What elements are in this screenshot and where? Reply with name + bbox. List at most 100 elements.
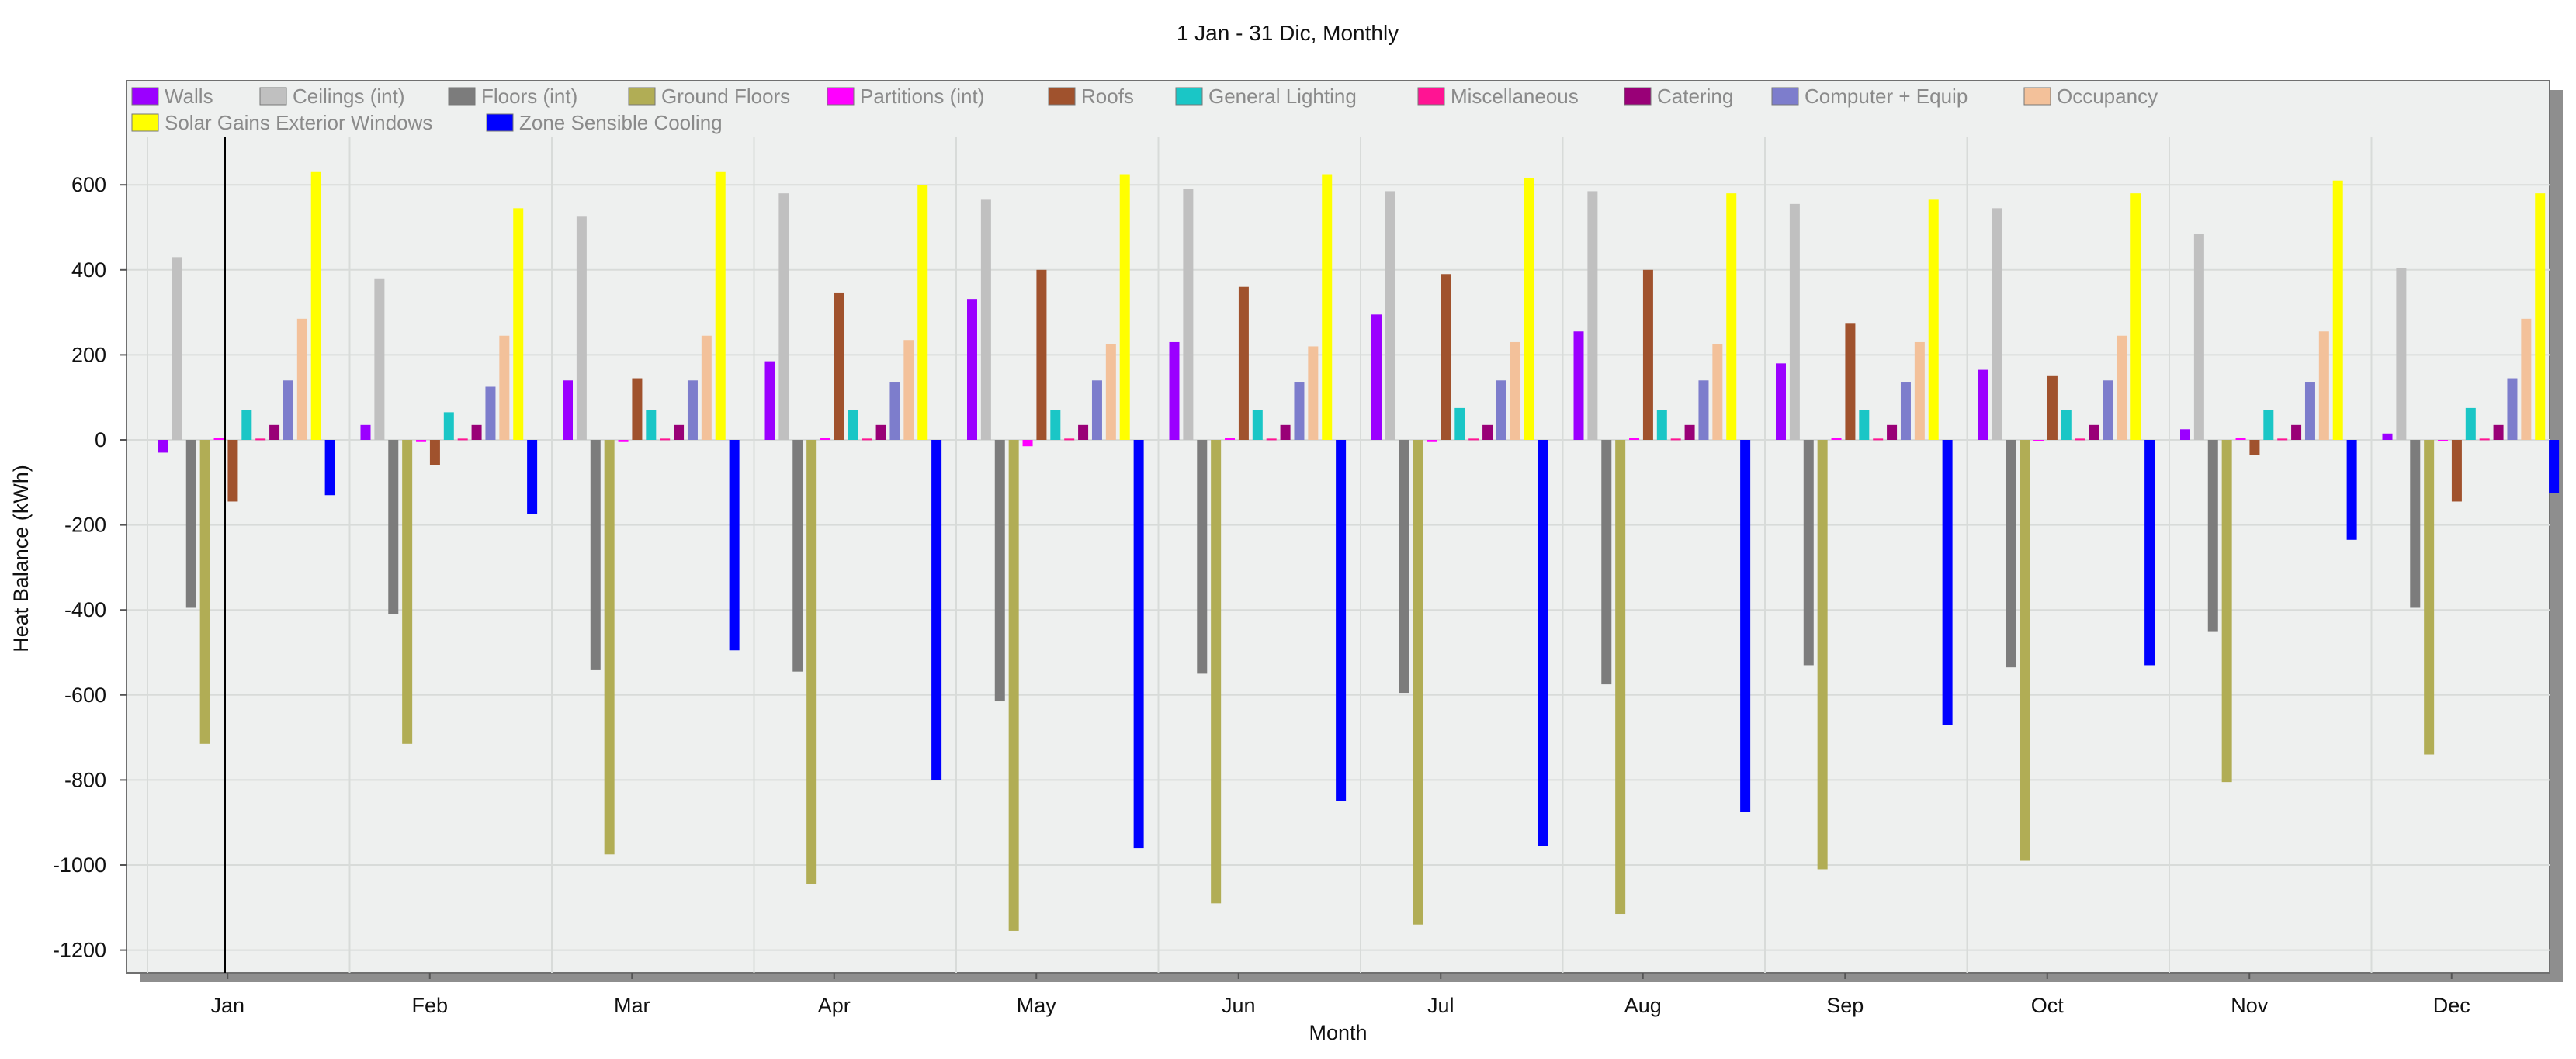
bar-floors-int-sep: [1803, 440, 1814, 666]
bar-miscellaneous-feb: [457, 438, 468, 441]
bar-roofs-aug: [1642, 269, 1653, 440]
bar-floors-int-dec: [2410, 440, 2421, 608]
bar-ceilings-int-aug: [1587, 191, 1598, 441]
bar-walls-nov: [2180, 429, 2190, 440]
bar-solar-gains-exterior-windows-oct: [2130, 193, 2141, 440]
bar-occupancy-jun: [1308, 346, 1319, 440]
bar-zone-sensible-cooling-sep: [1942, 440, 1953, 725]
bar-solar-gains-exterior-windows-jan: [310, 171, 321, 440]
bar-solar-gains-exterior-windows-nov: [2332, 180, 2343, 440]
bar-walls-sep: [1776, 363, 1786, 440]
bar-ceilings-int-oct: [1992, 208, 2002, 440]
bar-floors-int-oct: [2006, 440, 2016, 668]
legend-swatch: [131, 87, 159, 106]
legend-swatch: [259, 87, 287, 106]
bar-zone-sensible-cooling-oct: [2144, 440, 2155, 666]
bar-floors-int-jan: [185, 440, 196, 608]
legend-swatch: [131, 113, 159, 132]
bar-catering-apr: [875, 424, 886, 440]
bar-ground-floors-sep: [1817, 440, 1828, 870]
bar-computer-equip-apr: [889, 382, 900, 440]
bar-computer-equip-oct: [2103, 380, 2113, 440]
legend-swatch: [1175, 87, 1203, 106]
bar-floors-int-feb: [388, 440, 399, 614]
bar-ceilings-int-jan: [172, 257, 182, 440]
bar-walls-mar: [563, 380, 573, 440]
legend-swatch: [1624, 87, 1652, 106]
x-axis-label: Month: [1309, 1021, 1367, 1044]
bar-roofs-may: [1036, 269, 1047, 440]
bars-layer: [158, 171, 2560, 931]
bar-general-lighting-may: [1050, 410, 1061, 440]
bar-walls-may: [967, 299, 977, 440]
bar-solar-gains-exterior-windows-apr: [917, 185, 928, 440]
bar-occupancy-may: [1105, 344, 1116, 440]
bar-roofs-jan: [227, 440, 238, 502]
bar-catering-may: [1078, 424, 1089, 440]
bar-ceilings-int-apr: [778, 193, 789, 440]
bar-zone-sensible-cooling-jul: [1538, 440, 1548, 846]
bar-roofs-dec: [2451, 440, 2462, 502]
bar-catering-dec: [2493, 424, 2504, 440]
bar-miscellaneous-dec: [2479, 438, 2490, 441]
x-tick-label: Oct: [2031, 994, 2065, 1017]
bar-partitions-int-mar: [618, 440, 629, 442]
bar-ceilings-int-feb: [374, 278, 385, 440]
x-tick-label: Nov: [2231, 994, 2269, 1017]
x-tick-label: Jul: [1427, 994, 1454, 1017]
bar-ground-floors-jan: [199, 440, 210, 744]
bar-computer-equip-dec: [2507, 378, 2518, 440]
bar-zone-sensible-cooling-apr: [931, 440, 942, 780]
bar-solar-gains-exterior-windows-sep: [1928, 199, 1939, 440]
bar-catering-nov: [2291, 424, 2302, 440]
bar-ground-floors-mar: [604, 440, 615, 855]
axes: 600 400 200 0 -200 -400 -600 -800 -1000 -1200 Jan F…: [53, 173, 2470, 1017]
bar-zone-sensible-cooling-jun: [1336, 440, 1347, 801]
y-tick-label: -800: [64, 768, 106, 791]
legend-label: Computer + Equip: [1805, 85, 1968, 108]
bar-miscellaneous-oct: [2075, 438, 2085, 441]
bar-ceilings-int-may: [980, 199, 991, 440]
bar-partitions-int-apr: [820, 438, 831, 440]
bar-ground-floors-nov: [2221, 440, 2232, 783]
bar-general-lighting-dec: [2465, 407, 2476, 440]
legend-swatch: [2023, 87, 2051, 106]
chart-title: 1 Jan - 31 Dic, Monthly: [1177, 21, 1399, 45]
bar-walls-jan: [158, 440, 168, 453]
bar-computer-equip-mar: [687, 380, 698, 440]
x-tick-label: Jun: [1222, 994, 1256, 1017]
bar-ground-floors-dec: [2424, 440, 2435, 755]
bar-solar-gains-exterior-windows-jun: [1322, 174, 1333, 440]
bar-ceilings-int-jul: [1385, 191, 1395, 441]
y-tick-label: 600: [71, 173, 106, 196]
bar-partitions-int-jan: [213, 438, 224, 440]
bar-roofs-apr: [834, 292, 844, 440]
legend-swatch: [827, 87, 855, 106]
y-tick-label: -1200: [53, 939, 106, 962]
bar-roofs-jul: [1441, 274, 1451, 440]
bar-ceilings-int-nov: [2193, 234, 2204, 440]
bar-miscellaneous-jul: [1468, 438, 1479, 441]
bar-general-lighting-jul: [1454, 407, 1465, 440]
bar-roofs-jun: [1238, 286, 1249, 440]
bar-miscellaneous-nov: [2277, 438, 2288, 441]
legend-label: Ceilings (int): [293, 85, 405, 108]
legend: Walls Ceilings (int) Floors (int) Ground Fl…: [131, 85, 2158, 134]
bar-partitions-int-oct: [2033, 440, 2044, 441]
legend-label: Floors (int): [481, 85, 577, 108]
bar-floors-int-apr: [792, 440, 803, 672]
legend-label: Roofs: [1081, 85, 1134, 108]
bar-catering-aug: [1684, 424, 1695, 440]
bar-solar-gains-exterior-windows-mar: [715, 171, 726, 440]
bar-ground-floors-jun: [1211, 440, 1222, 904]
bar-walls-apr: [764, 361, 775, 440]
bar-ground-floors-may: [1008, 440, 1019, 931]
legend-label: Partitions (int): [860, 85, 984, 108]
bar-zone-sensible-cooling-mar: [729, 440, 740, 651]
bar-partitions-int-may: [1022, 440, 1033, 447]
bar-occupancy-feb: [499, 335, 510, 440]
bar-occupancy-jul: [1510, 341, 1520, 440]
bar-partitions-int-sep: [1831, 438, 1842, 440]
bar-partitions-int-jun: [1225, 438, 1236, 440]
bar-floors-int-nov: [2207, 440, 2218, 632]
